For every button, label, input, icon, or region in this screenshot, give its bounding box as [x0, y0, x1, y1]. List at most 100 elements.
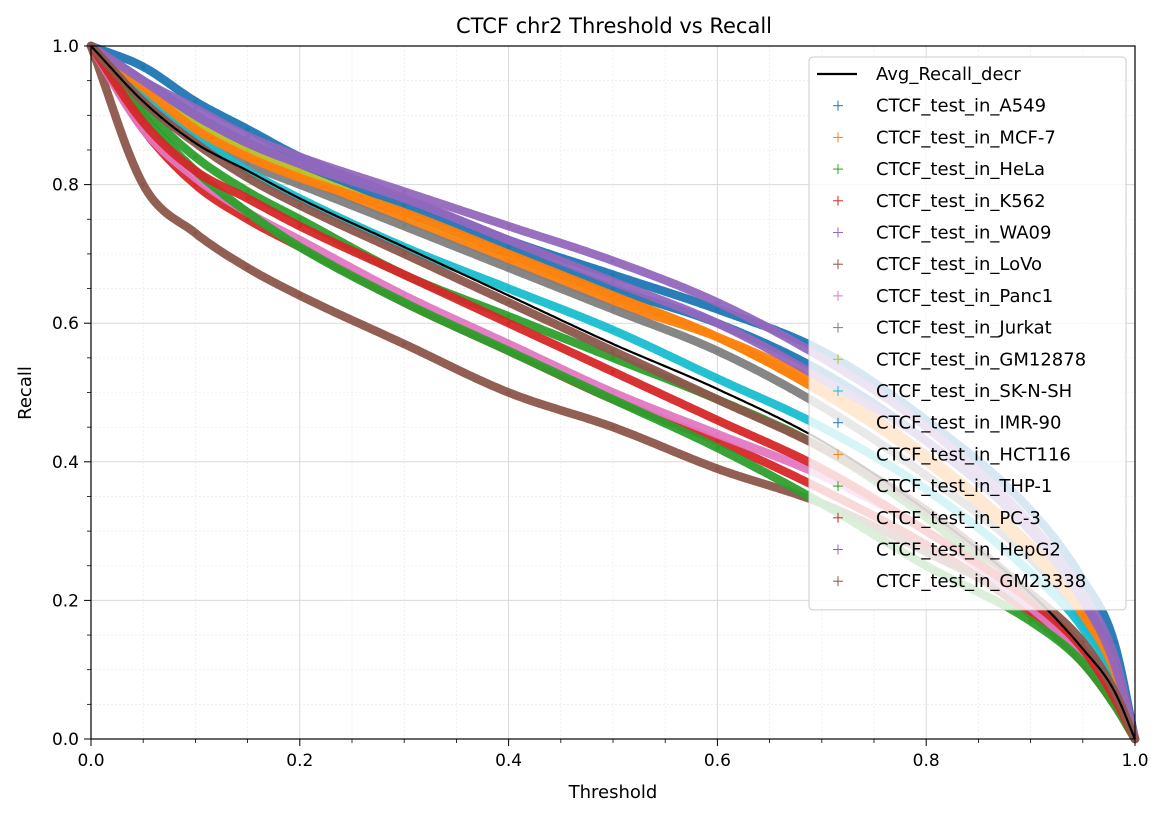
- x-tick-label: 0.2: [286, 751, 313, 771]
- series-point: [297, 244, 302, 250]
- series-point: [193, 154, 198, 160]
- series-point: [715, 431, 720, 437]
- series-point: [610, 300, 616, 305]
- series-point: [506, 390, 511, 395]
- series-point: [193, 99, 198, 104]
- legend: Avg_Recall_decr CTCF_test_in_A549 CTCF_tes…: [808, 56, 1127, 611]
- series-point: [141, 78, 146, 83]
- series-point: [715, 466, 720, 471]
- series-point: [193, 106, 198, 111]
- x-tick-label: 1.0: [1121, 751, 1148, 771]
- series-point: [610, 279, 616, 284]
- series-point: [402, 251, 407, 257]
- series-point: [402, 217, 407, 222]
- series-point: [506, 258, 511, 264]
- series-point: [402, 341, 407, 347]
- series-point: [193, 113, 198, 118]
- legend-label: CTCF_test_in_HeLa: [876, 159, 1045, 180]
- series-point: [610, 258, 616, 264]
- x-tick-label: 0.4: [495, 751, 522, 771]
- legend-label: CTCF_test_in_SK-N-SH: [876, 381, 1072, 402]
- series-point: [402, 203, 407, 208]
- series-point: [506, 286, 511, 291]
- series-point: [715, 438, 720, 444]
- series-point: [1080, 625, 1086, 631]
- series-point: [715, 445, 720, 451]
- legend-label: CTCF_test_in_Panc1: [876, 286, 1053, 307]
- series-point: [297, 161, 302, 167]
- series-point: [141, 120, 146, 125]
- series-point: [1080, 612, 1086, 617]
- y-tick-label: 0.8: [52, 176, 79, 196]
- series-point: [506, 237, 511, 243]
- series-point: [297, 154, 302, 160]
- series-point: [245, 140, 250, 146]
- x-axis-title: Threshold: [568, 782, 658, 803]
- chart-title: CTCF chr2 Threshold vs Recall: [456, 14, 772, 38]
- series-point: [402, 223, 407, 229]
- y-axis-title: Recall: [15, 366, 36, 420]
- series-point: [610, 355, 616, 361]
- legend-label: CTCF_test_in_A549: [876, 96, 1046, 117]
- legend-label: CTCF_test_in_MCF-7: [876, 127, 1056, 148]
- series-point: [506, 341, 511, 347]
- series-point: [245, 161, 250, 167]
- y-tick-label: 0.4: [52, 453, 79, 473]
- series-point: [297, 223, 302, 229]
- series-point: [245, 126, 250, 132]
- series-point: [1080, 660, 1086, 665]
- series-point: [245, 133, 250, 139]
- series-point: [141, 182, 146, 187]
- series-point: [715, 307, 720, 312]
- series-point: [245, 189, 250, 194]
- series-point: [506, 265, 511, 270]
- series-point: [297, 203, 302, 208]
- series-point: [610, 272, 616, 277]
- series-point: [715, 300, 720, 305]
- series-point: [193, 230, 198, 236]
- series-point: [245, 154, 250, 160]
- legend-label: CTCF_test_in_GM23338: [876, 571, 1086, 592]
- legend-label: CTCF_test_in_PC-3: [876, 508, 1041, 529]
- series-point: [297, 237, 302, 243]
- series-point: [715, 321, 720, 326]
- axis-ticks: 0.0 0.2 0.4 0.6 0.8 1.0 0.0 0.2 0.4 0.6 0.8 1.0: [52, 37, 1149, 771]
- series-point: [610, 348, 616, 354]
- legend-label: CTCF_test_in_Jurkat: [876, 318, 1052, 339]
- legend-label: CTCF_test_in_WA09: [876, 223, 1051, 244]
- series-point: [715, 334, 720, 340]
- series-point: [506, 321, 511, 326]
- series-point: [402, 272, 407, 277]
- series-point: [610, 369, 616, 374]
- series-point: [402, 196, 407, 201]
- series-point: [506, 251, 511, 257]
- legend-box: [808, 56, 1127, 611]
- series-point: [1111, 660, 1117, 665]
- series-point: [610, 293, 616, 298]
- series-point: [506, 314, 511, 319]
- legend-label: CTCF_test_in_IMR-90: [876, 413, 1061, 434]
- series-point: [402, 300, 407, 305]
- x-tick-label: 0.8: [913, 751, 940, 771]
- legend-label: Avg_Recall_decr: [876, 64, 1021, 85]
- series-point: [245, 210, 250, 215]
- series-point: [506, 244, 511, 250]
- legend-label: CTCF_test_in_HCT116: [876, 444, 1071, 465]
- series-point: [297, 175, 302, 180]
- series-point: [297, 168, 302, 173]
- series-point: [297, 217, 302, 222]
- series-point: [506, 223, 511, 229]
- series-point: [610, 397, 616, 402]
- legend-label: CTCF_test_in_THP-1: [876, 476, 1052, 497]
- series-point: [610, 424, 616, 430]
- legend-label: CTCF_test_in_GM12878: [876, 349, 1086, 370]
- x-tick-label: 0.6: [704, 751, 731, 771]
- series-point: [141, 64, 146, 69]
- series-point: [193, 168, 198, 173]
- series-point: [245, 196, 250, 201]
- series-point: [610, 390, 616, 395]
- series-point: [402, 189, 407, 194]
- series-point: [715, 418, 720, 423]
- series-point: [297, 293, 302, 298]
